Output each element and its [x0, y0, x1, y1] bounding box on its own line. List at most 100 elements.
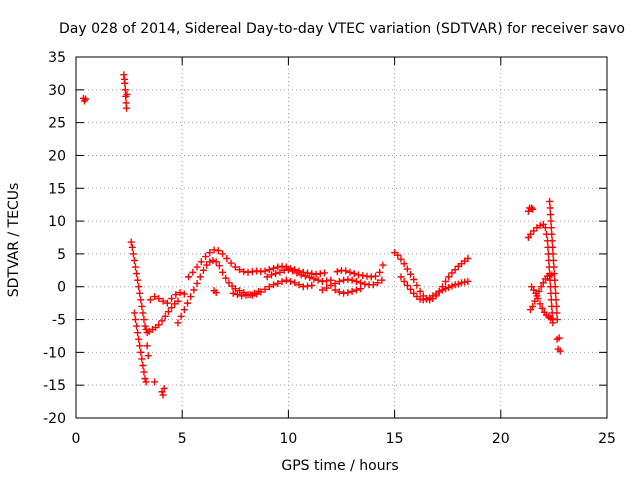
- data-point: [549, 256, 557, 264]
- data-point: [123, 104, 131, 112]
- data-point: [231, 285, 239, 293]
- data-point: [184, 299, 192, 307]
- x-axis-label: GPS time / hours: [281, 458, 398, 474]
- data-point: [261, 285, 269, 293]
- data-point: [197, 258, 205, 266]
- data-points: [79, 71, 564, 399]
- data-point: [379, 261, 387, 269]
- data-point: [416, 287, 424, 295]
- data-point: [524, 207, 532, 215]
- data-point: [293, 269, 301, 277]
- data-point: [552, 289, 560, 297]
- data-point: [189, 268, 197, 276]
- data-point: [297, 271, 305, 279]
- data-point: [163, 299, 171, 307]
- data-point: [180, 306, 188, 314]
- data-point: [172, 291, 180, 299]
- data-point: [357, 279, 365, 287]
- data-point: [445, 273, 453, 281]
- data-point: [331, 286, 339, 294]
- data-point: [357, 285, 365, 293]
- data-point: [142, 378, 150, 386]
- data-point: [141, 375, 149, 383]
- data-point: [539, 279, 547, 287]
- data-point: [236, 266, 244, 274]
- data-point: [127, 238, 135, 246]
- data-point: [410, 276, 418, 284]
- data-point: [403, 281, 411, 289]
- data-point: [151, 293, 159, 301]
- data-point: [422, 295, 430, 303]
- data-point: [193, 279, 201, 287]
- data-point: [321, 269, 329, 277]
- data-point: [350, 270, 358, 278]
- y-tick-label: -5: [52, 313, 66, 329]
- data-point: [550, 263, 558, 271]
- series-arc-n: [333, 261, 387, 281]
- data-point: [222, 274, 230, 282]
- data-point: [131, 263, 139, 271]
- series-arc-j: [229, 287, 263, 300]
- data-point: [445, 283, 453, 291]
- data-point: [376, 268, 384, 276]
- data-point: [287, 277, 295, 285]
- series-arc-i: [210, 287, 220, 297]
- data-point: [464, 255, 472, 263]
- data-point: [556, 347, 564, 355]
- data-point: [378, 276, 386, 284]
- data-point: [133, 270, 141, 278]
- axis-ticks: [75, 56, 608, 419]
- data-point: [174, 297, 182, 305]
- data-point: [265, 283, 273, 291]
- data-point: [400, 260, 408, 268]
- data-point: [369, 281, 377, 289]
- data-point: [135, 283, 143, 291]
- data-point: [155, 321, 163, 329]
- data-point: [203, 261, 211, 269]
- data-point: [327, 281, 335, 289]
- data-point: [82, 95, 90, 103]
- data-point: [130, 256, 138, 264]
- data-point: [550, 270, 558, 278]
- data-point: [139, 361, 147, 369]
- data-point: [346, 268, 354, 276]
- data-point: [209, 256, 217, 264]
- data-point: [255, 287, 263, 295]
- data-point: [151, 378, 159, 386]
- series-arc-f: [151, 378, 168, 399]
- data-point: [159, 297, 167, 305]
- data-point: [214, 247, 222, 255]
- data-point: [134, 329, 142, 337]
- data-point: [138, 355, 146, 363]
- data-point: [314, 276, 322, 284]
- data-point: [348, 276, 356, 284]
- data-point: [323, 284, 331, 292]
- data-point: [552, 302, 560, 310]
- data-point: [548, 230, 556, 238]
- data-point: [168, 304, 176, 312]
- data-point: [121, 79, 129, 87]
- plot-frame: [75, 56, 608, 419]
- data-point: [196, 273, 204, 281]
- data-point: [551, 283, 559, 291]
- series-arc-u: [546, 197, 561, 324]
- data-point: [180, 290, 188, 298]
- data-point: [289, 267, 297, 275]
- data-point: [190, 286, 198, 294]
- data-point: [438, 286, 446, 294]
- data-point: [534, 295, 542, 303]
- data-point: [552, 296, 560, 304]
- data-point: [206, 258, 214, 266]
- data-point: [133, 322, 141, 330]
- data-point: [199, 266, 207, 274]
- data-point: [185, 273, 193, 281]
- data-point: [547, 217, 555, 225]
- data-point: [553, 309, 561, 317]
- data-point: [135, 335, 143, 343]
- data-point: [529, 302, 537, 310]
- data-point: [274, 279, 282, 287]
- data-point: [219, 268, 227, 276]
- data-point: [177, 312, 185, 320]
- data-point: [335, 277, 343, 285]
